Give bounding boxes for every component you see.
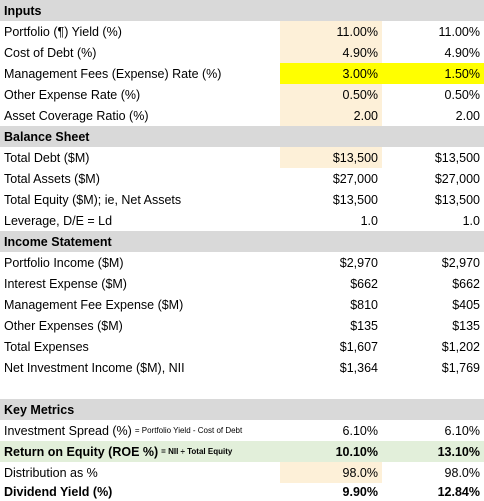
input-row-other-expense-rate[interactable]: Other Expense Rate (%) 0.50% 0.50% [0,84,484,105]
cell-value-scenario-2[interactable]: $13,500 [434,150,480,165]
section-header-key-metrics[interactable]: Key Metrics [0,399,484,420]
cell-value-scenario-1[interactable]: $13,500 [280,147,382,168]
row-label: Portfolio (¶) Yield (%) [4,24,122,39]
row-label: Net Investment Income ($M), NII [4,360,185,375]
cell-value-scenario-1[interactable]: $13,500 [332,192,378,207]
cell-value-scenario-2[interactable]: $1,202 [441,339,480,354]
row-label: Portfolio Income ($M) [4,255,124,270]
row-label: Total Equity ($M); ie, Net Assets [4,192,182,207]
income-row-interest-expense[interactable]: Interest Expense ($M) $662 $662 [0,273,484,294]
metrics-row-roe[interactable]: Return on Equity (ROE %) = NII ÷ Total E… [0,441,484,462]
balance-row-total-assets[interactable]: Total Assets ($M) $27,000 $27,000 [0,168,484,189]
row-label: Dividend Yield (%) [4,485,113,499]
section-title: Key Metrics [4,402,75,417]
cell-value-scenario-1[interactable]: 3.00% [280,63,382,84]
cell-value-scenario-2[interactable]: 6.10% [444,423,480,438]
cell-value-scenario-2[interactable]: 98.0% [444,465,480,480]
cell-value-scenario-1[interactable]: 98.0% [280,462,382,483]
cell-value-scenario-2[interactable]: 0.50% [444,87,480,102]
cell-value-scenario-2[interactable]: $13,500 [434,192,480,207]
cell-value-scenario-1[interactable]: 6.10% [342,423,378,438]
cell-value-scenario-1[interactable]: 4.90% [280,42,382,63]
input-row-portfolio-yield[interactable]: Portfolio (¶) Yield (%) 11.00% 11.00% [0,21,484,42]
section-header-inputs[interactable]: Inputs [0,0,484,21]
cell-value-scenario-1[interactable]: $1,607 [339,339,378,354]
income-row-portfolio-income[interactable]: Portfolio Income ($M) $2,970 $2,970 [0,252,484,273]
income-row-management-fee-expense[interactable]: Management Fee Expense ($M) $810 $405 [0,294,484,315]
cell-value-scenario-1[interactable]: $662 [350,276,378,291]
income-row-net-investment-income[interactable]: Net Investment Income ($M), NII $1,364 $… [0,357,484,378]
income-row-other-expenses[interactable]: Other Expenses ($M) $135 $135 [0,315,484,336]
balance-row-total-debt[interactable]: Total Debt ($M) $13,500 $13,500 [0,147,484,168]
row-label-group: Return on Equity (ROE %) = NII ÷ Total E… [0,441,280,462]
empty-row[interactable] [0,378,484,399]
section-title: Income Statement [4,234,112,249]
row-label: Cost of Debt (%) [4,45,97,60]
row-label: Investment Spread (%) [4,423,132,438]
cell-value-scenario-1[interactable]: 2.00 [280,105,382,126]
metrics-row-investment-spread[interactable]: Investment Spread (%) = Portfolio Yield … [0,420,484,441]
row-label: Return on Equity (ROE %) [4,444,159,459]
row-label: Total Expenses [4,339,89,354]
input-row-cost-of-debt[interactable]: Cost of Debt (%) 4.90% 4.90% [0,42,484,63]
row-label: Distribution as % [4,465,98,480]
cell-value-scenario-2[interactable]: $135 [452,318,480,333]
cell-value-scenario-2[interactable]: 1.50% [382,63,484,84]
row-label-group: Investment Spread (%) = Portfolio Yield … [0,420,280,441]
row-label: Management Fee Expense ($M) [4,297,184,312]
section-header-balance-sheet[interactable]: Balance Sheet [0,126,484,147]
row-formula-note: = NII ÷ Total Equity [161,447,233,456]
row-label: Total Assets ($M) [4,171,100,186]
cell-value-scenario-1[interactable]: 10.10% [335,444,378,459]
cell-value-scenario-1[interactable]: $2,970 [339,255,378,270]
cell-value-scenario-2[interactable]: 1.0 [462,213,480,228]
cell-value-scenario-2[interactable]: 12.84% [437,485,480,499]
cell-value-scenario-2[interactable]: 11.00% [438,24,480,39]
row-label: Total Debt ($M) [4,150,90,165]
cell-value-scenario-2[interactable]: $662 [452,276,480,291]
cell-value-scenario-1[interactable]: $1,364 [339,360,378,375]
metrics-row-dividend-yield[interactable]: Dividend Yield (%) 9.90% 12.84% [0,483,484,501]
cell-value-scenario-1[interactable]: 9.90% [342,485,378,499]
metrics-row-distribution[interactable]: Distribution as % 98.0% 98.0% [0,462,484,483]
cell-value-scenario-1[interactable]: $810 [350,297,378,312]
cell-value-scenario-2[interactable]: 2.00 [455,108,480,123]
row-label: Management Fees (Expense) Rate (%) [4,66,222,81]
row-label: Leverage, D/E = Ld [4,213,113,228]
cell-value-scenario-1[interactable]: $27,000 [332,171,378,186]
row-label: Asset Coverage Ratio (%) [4,108,149,123]
cell-value-scenario-2[interactable]: 4.90% [444,45,480,60]
section-title: Inputs [4,3,42,18]
row-formula-note: = Portfolio Yield - Cost of Debt [134,426,243,435]
row-label: Other Expenses ($M) [4,318,123,333]
row-label: Interest Expense ($M) [4,276,127,291]
balance-row-leverage[interactable]: Leverage, D/E = Ld 1.0 1.0 [0,210,484,231]
cell-value-scenario-2[interactable]: $27,000 [434,171,480,186]
balance-row-total-equity[interactable]: Total Equity ($M); ie, Net Assets $13,50… [0,189,484,210]
cell-value-scenario-2[interactable]: 13.10% [437,444,480,459]
section-title: Balance Sheet [4,129,90,144]
input-row-asset-coverage[interactable]: Asset Coverage Ratio (%) 2.00 2.00 [0,105,484,126]
cell-value-scenario-1[interactable]: $135 [350,318,378,333]
section-header-income-statement[interactable]: Income Statement [0,231,484,252]
cell-value-scenario-2[interactable]: $405 [452,297,480,312]
income-row-total-expenses[interactable]: Total Expenses $1,607 $1,202 [0,336,484,357]
cell-value-scenario-1[interactable]: 11.00% [280,21,382,42]
cell-value-scenario-1[interactable]: 0.50% [280,84,382,105]
cell-value-scenario-2[interactable]: $2,970 [441,255,480,270]
cell-value-scenario-2[interactable]: $1,769 [441,360,480,375]
row-label: Other Expense Rate (%) [4,87,141,102]
input-row-management-fees[interactable]: Management Fees (Expense) Rate (%) 3.00%… [0,63,484,84]
cell-value-scenario-1[interactable]: 1.0 [360,213,378,228]
